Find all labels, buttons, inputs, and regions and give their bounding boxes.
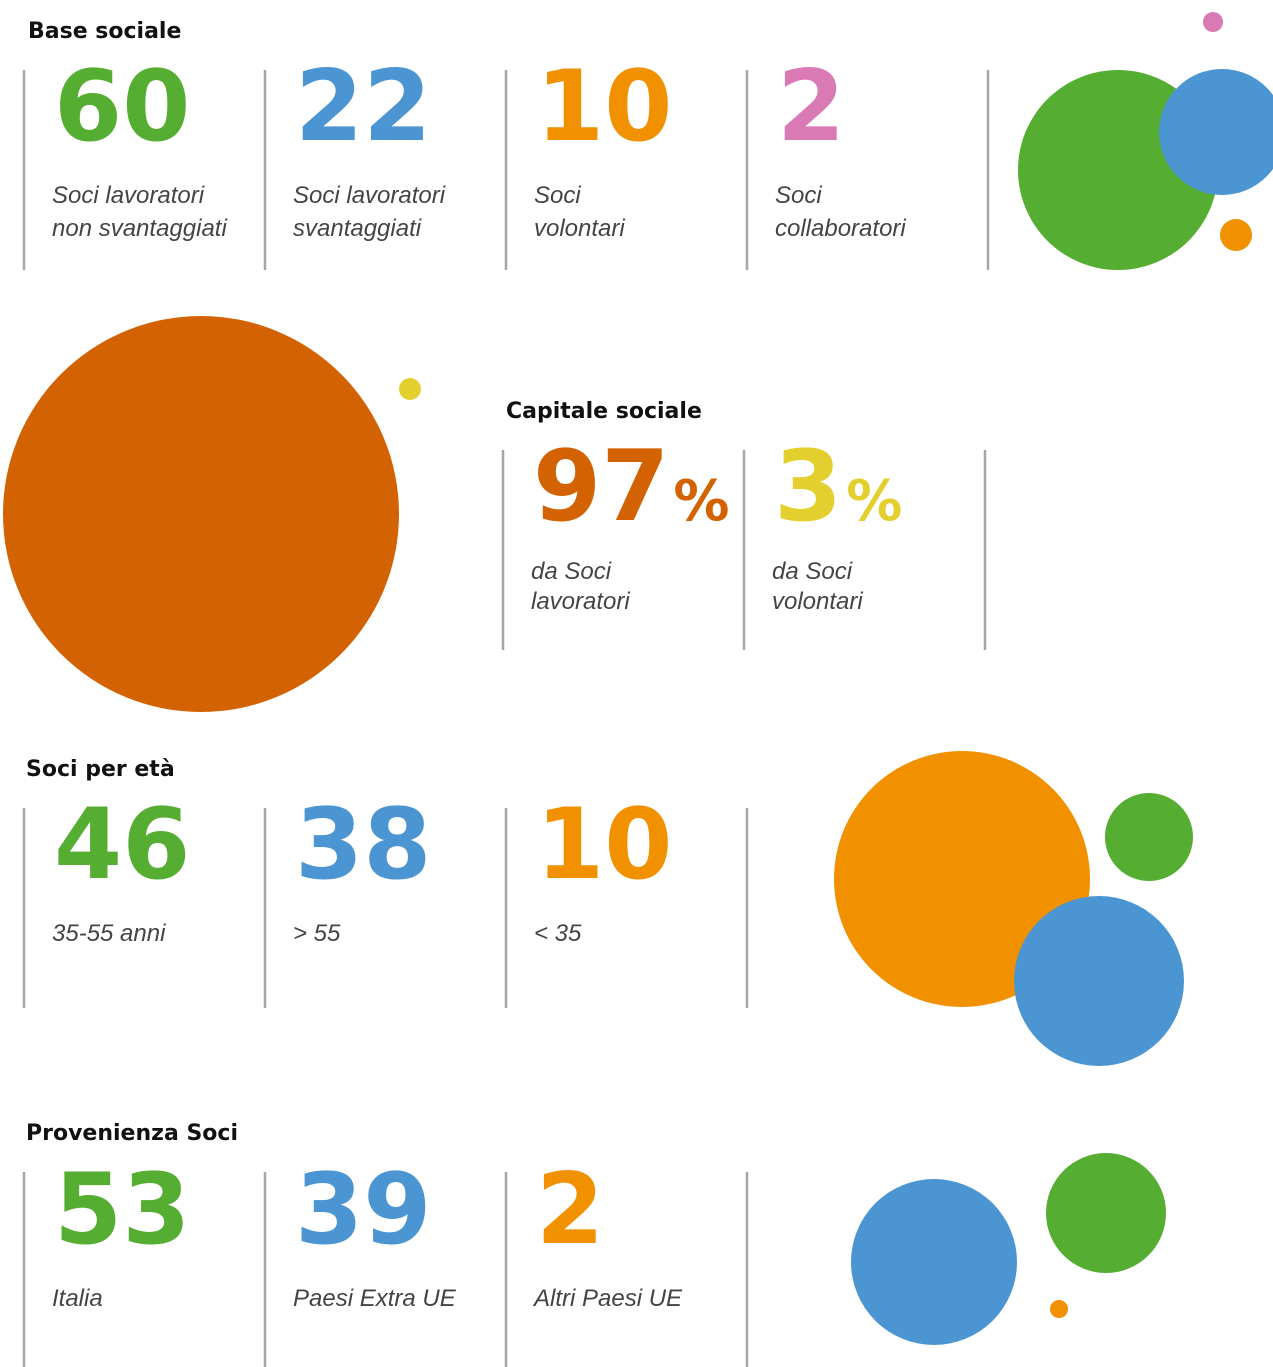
stat-label: Paesi Extra UE xyxy=(293,1285,457,1312)
stat-label: svantaggiati xyxy=(293,215,422,242)
stat-number: 2 xyxy=(777,50,845,164)
stat-number: 10 xyxy=(536,788,672,902)
stat-label: da Soci xyxy=(531,558,612,585)
number: 53 xyxy=(54,1153,190,1267)
stat-number: 46 xyxy=(54,788,190,902)
bubble xyxy=(3,316,399,712)
stat-number: 97% xyxy=(533,430,730,544)
stat-number: 2 xyxy=(536,1153,604,1267)
number: 2 xyxy=(777,50,845,164)
stat-label: volontari xyxy=(772,588,863,615)
section: Soci per età 46 35-55 anni 38 > 55 10 < 35 xyxy=(22,757,749,1008)
number: 46 xyxy=(54,788,190,902)
bubble xyxy=(1050,1300,1068,1318)
number: 10 xyxy=(536,50,672,164)
stat-number: 22 xyxy=(295,50,431,164)
unit: % xyxy=(846,469,902,534)
number: 10 xyxy=(536,788,672,902)
bubble xyxy=(1014,896,1184,1066)
stat-label: Soci xyxy=(775,182,822,209)
stat-number: 3% xyxy=(774,430,902,544)
bubble xyxy=(851,1179,1017,1345)
stat-number: 53 xyxy=(54,1153,190,1267)
stat-number: 60 xyxy=(54,50,190,164)
stat-label: Italia xyxy=(52,1285,103,1312)
section-title: Capitale sociale xyxy=(506,399,702,424)
number: 97 xyxy=(533,430,669,544)
stat-number: 10 xyxy=(536,50,672,164)
section-title: Provenienza Soci xyxy=(26,1121,238,1146)
number: 22 xyxy=(295,50,431,164)
bubbles xyxy=(3,12,1273,1345)
number: 2 xyxy=(536,1153,604,1267)
bubble xyxy=(1105,793,1193,881)
unit: % xyxy=(673,469,729,534)
section-title: Base sociale xyxy=(28,19,181,44)
stat-label: Soci xyxy=(534,182,581,209)
stat-label: non svantaggiati xyxy=(52,215,227,242)
section: Provenienza Soci 53 Italia 39 Paesi Extra UE… xyxy=(22,1121,749,1367)
section: Capitale sociale 97% da Soci lavoratori 3% da… xyxy=(501,399,987,650)
bubble xyxy=(1159,69,1273,195)
stat-label: collaboratori xyxy=(775,215,906,242)
bubble xyxy=(1220,219,1252,251)
stat-label: < 35 xyxy=(534,920,582,947)
number: 38 xyxy=(295,788,431,902)
stat-label: Altri Paesi UE xyxy=(532,1285,683,1312)
number: 60 xyxy=(54,50,190,164)
stat-label: lavoratori xyxy=(531,588,630,615)
stat-label: Soci lavoratori xyxy=(293,182,446,209)
bubble xyxy=(399,378,421,400)
section-title: Soci per età xyxy=(26,757,175,782)
stat-label: da Soci xyxy=(772,558,853,585)
stat-number: 38 xyxy=(295,788,431,902)
stat-label: Soci lavoratori xyxy=(52,182,205,209)
number: 3 xyxy=(774,430,842,544)
section: Base sociale 60 Soci lavoratori non svantag… xyxy=(22,19,990,270)
stat-label: 35-55 anni xyxy=(52,920,166,947)
stat-number: 39 xyxy=(295,1153,431,1267)
number: 39 xyxy=(295,1153,431,1267)
bubble xyxy=(1203,12,1223,32)
bubble xyxy=(1046,1153,1166,1273)
stat-label: > 55 xyxy=(293,920,341,947)
stat-label: volontari xyxy=(534,215,625,242)
